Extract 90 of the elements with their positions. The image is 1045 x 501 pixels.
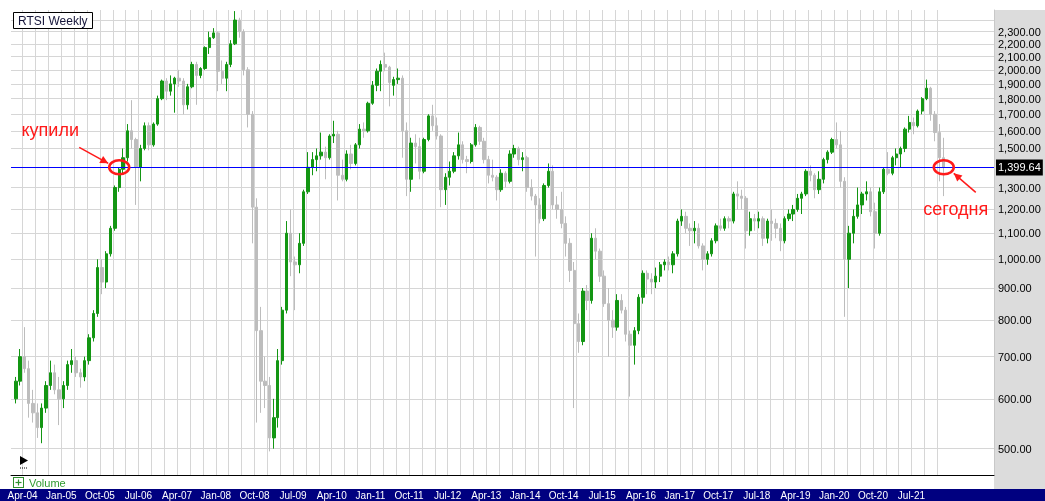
y-tick-label: 2,000.00 [998,63,1041,76]
y-tick-label: 1,300.00 [998,181,1041,194]
candlestick [693,220,696,244]
annotation: сегодня [923,199,989,220]
candlestick [646,269,649,295]
y-tick-label: 1,100.00 [998,227,1041,240]
candlestick [504,170,507,189]
ref-line-label: 1,399.64 [998,161,1041,174]
candlestick [362,121,366,139]
x-tick-label: Oct-11 [394,489,425,501]
candlestick [886,151,890,176]
candlestick [654,267,657,289]
candlestick [517,146,520,166]
y-tick-label: 2,300.00 [998,25,1041,38]
candlestick [761,215,765,247]
candlestick [667,256,670,271]
x-tick-label: Jul-09 [279,489,308,501]
y-tick-label: 1,000.00 [998,253,1041,266]
candlestick [916,109,919,128]
y-tick-label: 1,600.00 [998,124,1041,137]
candlestick [723,215,726,232]
candlestick [521,151,524,172]
y-tick-label: 1,700.00 [998,108,1041,121]
text: Volume [29,477,66,489]
x-tick-label: Jan-20 [818,489,851,501]
x-tick-label: Oct-05 [84,489,116,501]
candlestick [409,137,413,193]
x-tick-label: Jan-17 [664,489,696,501]
candlestick [165,77,168,101]
candlestick [508,149,512,184]
x-tick-label: Oct-08 [239,489,270,501]
x-tick-label: Apr-16 [625,489,657,501]
x-tick-label: Jul-15 [588,489,617,501]
x-tick-label: Jul-12 [434,489,462,501]
y-tick-label: 2,100.00 [998,50,1041,63]
candlestick [753,213,756,232]
y-tick-label: 1,900.00 [998,77,1041,90]
y-tick-label: 500.00 [998,442,1032,455]
x-tick-label: Jul-21 [897,489,926,501]
candlestick [345,149,348,182]
candlestick [418,137,421,180]
x-tick-label: Apr-07 [162,489,193,501]
y-tick-label: 1,800.00 [998,92,1041,105]
chart-title: RTSI Weekly [18,14,88,28]
candlestick [324,146,327,180]
candlestick [757,211,760,229]
y-tick-label: 700.00 [998,350,1032,363]
candlestick [912,117,915,135]
candlestick [659,261,662,283]
candlestick [727,215,731,229]
candlestick [581,287,585,346]
candlestick [336,130,340,201]
y-tick-label: 600.00 [998,392,1032,405]
x-tick-label: Jan-08 [200,489,232,501]
candlestick [195,61,198,106]
candlestick [650,272,653,295]
candlestick [216,31,220,92]
candlestick [719,218,722,232]
x-tick-label: Apr-19 [780,489,811,501]
candlestick [499,168,503,193]
annotation: купили [21,120,79,141]
candlestick [100,258,104,295]
x-tick-label: Oct-14 [548,489,580,501]
candlestick [766,218,769,244]
x-tick-label: Jan-14 [509,489,541,501]
x-tick-label: Oct-20 [857,489,889,501]
candlestick [173,76,176,114]
candlestick [590,232,593,305]
x-tick-label: Jul-18 [743,489,771,501]
candlestick [615,293,619,332]
x-tick-label: Jan-05 [46,489,78,501]
y-tick-label: 2,200.00 [998,37,1041,50]
x-tick-label: Apr-13 [471,489,502,501]
candlestick [749,211,752,237]
x-tick-label: Apr-04 [7,489,39,501]
candlestick [379,59,382,92]
y-tick-label: 1,500.00 [998,142,1041,155]
candlestick [732,191,735,224]
candlestick [349,144,353,170]
candlestick [311,151,314,176]
candlestick [736,180,739,210]
x-tick-label: Oct-17 [703,489,734,501]
y-tick-label: 800.00 [998,314,1032,327]
x-tick-label: Jan-11 [355,489,386,501]
candlestick [147,121,151,151]
candlestick [585,284,589,311]
y-tick-label: 900.00 [998,282,1032,295]
x-tick-label: Jul-06 [124,489,153,501]
x-tick-label: Apr-10 [316,489,348,501]
y-tick-label: 1,200.00 [998,203,1041,216]
